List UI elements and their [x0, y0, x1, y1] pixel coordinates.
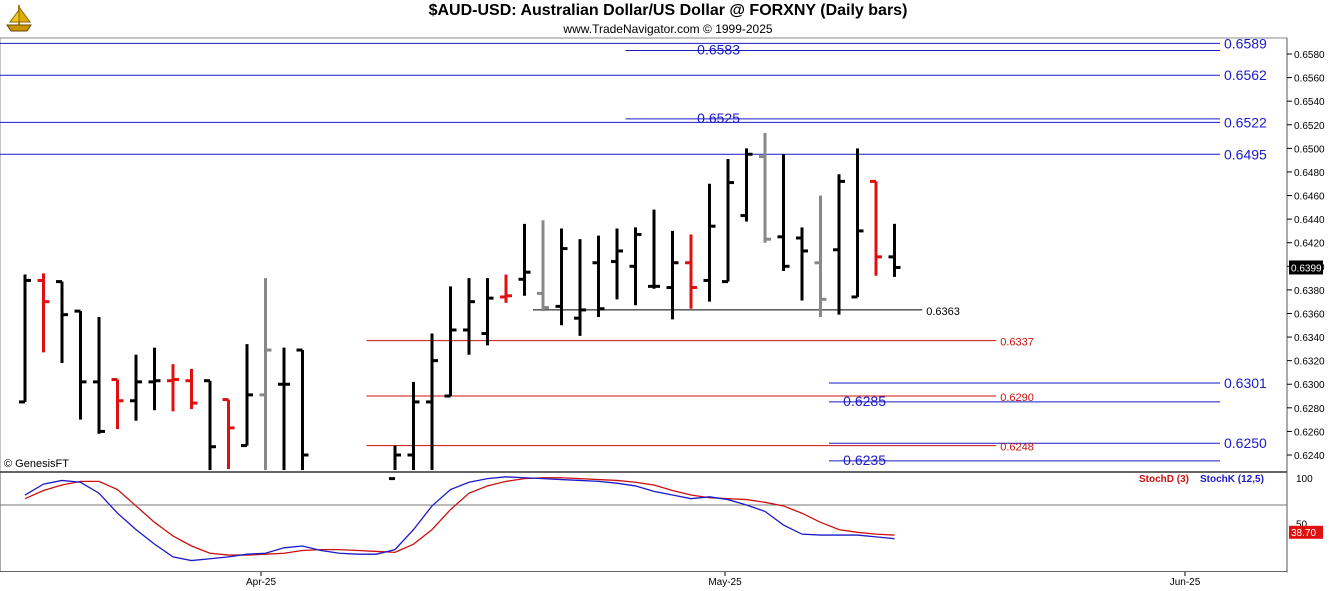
price-bar	[407, 381, 420, 470]
stoch-series-d	[24, 477, 895, 556]
level-label-1: 0.6583	[697, 41, 740, 57]
time-tick-label: Jun-25	[1170, 577, 1201, 588]
stochd-legend: StochD (3)	[1139, 474, 1189, 485]
price-bar	[740, 148, 753, 222]
price-bar	[444, 286, 457, 398]
last-price-label: 0.6399	[1291, 263, 1322, 274]
level-label-7: 0.6337	[1000, 337, 1034, 349]
time-axis: Apr-25 May-25 Jun-25	[246, 572, 1201, 588]
price-bar	[426, 333, 438, 470]
price-tick-label: 0.6480	[1294, 168, 1325, 179]
price-tick-label: 0.6380	[1294, 286, 1325, 297]
price-bar	[278, 347, 290, 470]
price-bar	[111, 378, 124, 430]
level-label-13: 0.6235	[843, 452, 886, 468]
price-bar	[796, 227, 808, 301]
last-stoch-box	[1289, 525, 1323, 539]
price-bar	[648, 209, 660, 289]
price-bar	[777, 154, 790, 272]
price-tick-label: 0.6340	[1294, 333, 1325, 344]
price-bar	[185, 368, 198, 410]
price-tick-label: 0.6560	[1294, 74, 1325, 85]
price-tick-label: 0.6280	[1294, 404, 1325, 415]
price-tick-label: 0.6520	[1294, 121, 1325, 132]
time-tick-label: May-25	[708, 577, 742, 588]
price-tick-label: 0.6240	[1294, 451, 1325, 462]
price-tick-label: 0.6460	[1294, 192, 1325, 203]
level-label-9: 0.6290	[1000, 392, 1034, 404]
price-bar	[574, 239, 586, 336]
level-label-4: 0.6522	[1224, 114, 1267, 130]
price-bar	[870, 179, 882, 276]
price-bar	[611, 228, 623, 300]
price-bar	[518, 223, 531, 296]
stoch-series-k	[24, 476, 895, 562]
price-bar	[74, 309, 87, 420]
price-axis: 0.6580 0.6560 0.6540 0.6520 0.6500 0.6480 0.64…	[1287, 50, 1325, 462]
price-bar	[555, 228, 568, 326]
price-bar	[888, 223, 901, 277]
price-bar	[167, 364, 179, 412]
price-bar	[389, 445, 401, 481]
price-bar	[93, 317, 105, 434]
price-bar	[148, 347, 161, 411]
price-bar	[833, 174, 845, 315]
price-bar	[500, 274, 512, 303]
genesis-credit: © GenesisFT	[4, 458, 69, 470]
price-bar	[481, 278, 494, 346]
navigator-ship-logo-icon	[6, 5, 32, 32]
price-bar	[204, 379, 216, 470]
price-bar	[629, 227, 642, 306]
level-label-6: 0.6363	[926, 306, 960, 318]
level-label-5: 0.6495	[1224, 146, 1267, 162]
price-bar	[19, 274, 31, 404]
price-bar	[296, 348, 309, 470]
time-tick-label: Apr-25	[246, 577, 276, 588]
price-tick-label: 0.6420	[1294, 239, 1325, 250]
chart-header: $AUD-USD: Australian Dollar/US Dollar @ …	[0, 0, 1336, 38]
price-bar	[703, 183, 716, 302]
stoch-tick-label: 50	[1296, 520, 1308, 531]
price-bar	[463, 278, 475, 355]
last-stoch-label: 38.70	[1291, 528, 1316, 539]
price-tick-label: 0.6300	[1294, 380, 1325, 391]
price-tick-label: 0.6360	[1294, 309, 1325, 320]
price-bar	[814, 195, 827, 318]
price-bar	[666, 230, 679, 320]
level-label-10: 0.6285	[843, 393, 886, 409]
chart-subtitle: www.TradeNavigator.com © 1999-2025	[563, 22, 773, 36]
level-label-8: 0.6301	[1224, 375, 1267, 391]
price-bar	[259, 278, 272, 470]
price-tick-label: 0.6320	[1294, 357, 1325, 368]
price-tick-label: 0.6500	[1294, 144, 1325, 155]
chart-frame	[0, 37, 1336, 591]
level-label-3: 0.6525	[697, 110, 740, 126]
price-bar	[851, 148, 864, 299]
stoch-tick-label: 100	[1296, 474, 1313, 485]
price-bar	[241, 344, 253, 448]
level-label-0: 0.6589	[1224, 35, 1267, 51]
price-bar	[759, 133, 771, 243]
level-label-12: 0.6248	[1000, 442, 1034, 454]
price-bar	[130, 354, 142, 421]
price-bar	[722, 158, 734, 284]
price-bar	[592, 235, 605, 318]
price-tick-label: 0.6540	[1294, 97, 1325, 108]
last-price-box	[1289, 260, 1323, 275]
level-label-11: 0.6250	[1224, 435, 1267, 451]
stochk-legend: StochK (12,5)	[1200, 474, 1264, 485]
price-bar	[685, 234, 697, 309]
price-bar	[222, 398, 235, 470]
level-label-2: 0.6562	[1224, 67, 1267, 83]
price-bar	[56, 280, 68, 364]
price-bar	[37, 273, 50, 353]
price-tick-label: 0.6260	[1294, 427, 1325, 438]
price-tick-label: 0.6440	[1294, 215, 1325, 226]
price-bars	[19, 133, 901, 481]
price-bar	[537, 220, 549, 312]
price-tick-label: 0.6580	[1294, 50, 1325, 61]
chart-title: $AUD-USD: Australian Dollar/US Dollar @ …	[428, 2, 908, 19]
